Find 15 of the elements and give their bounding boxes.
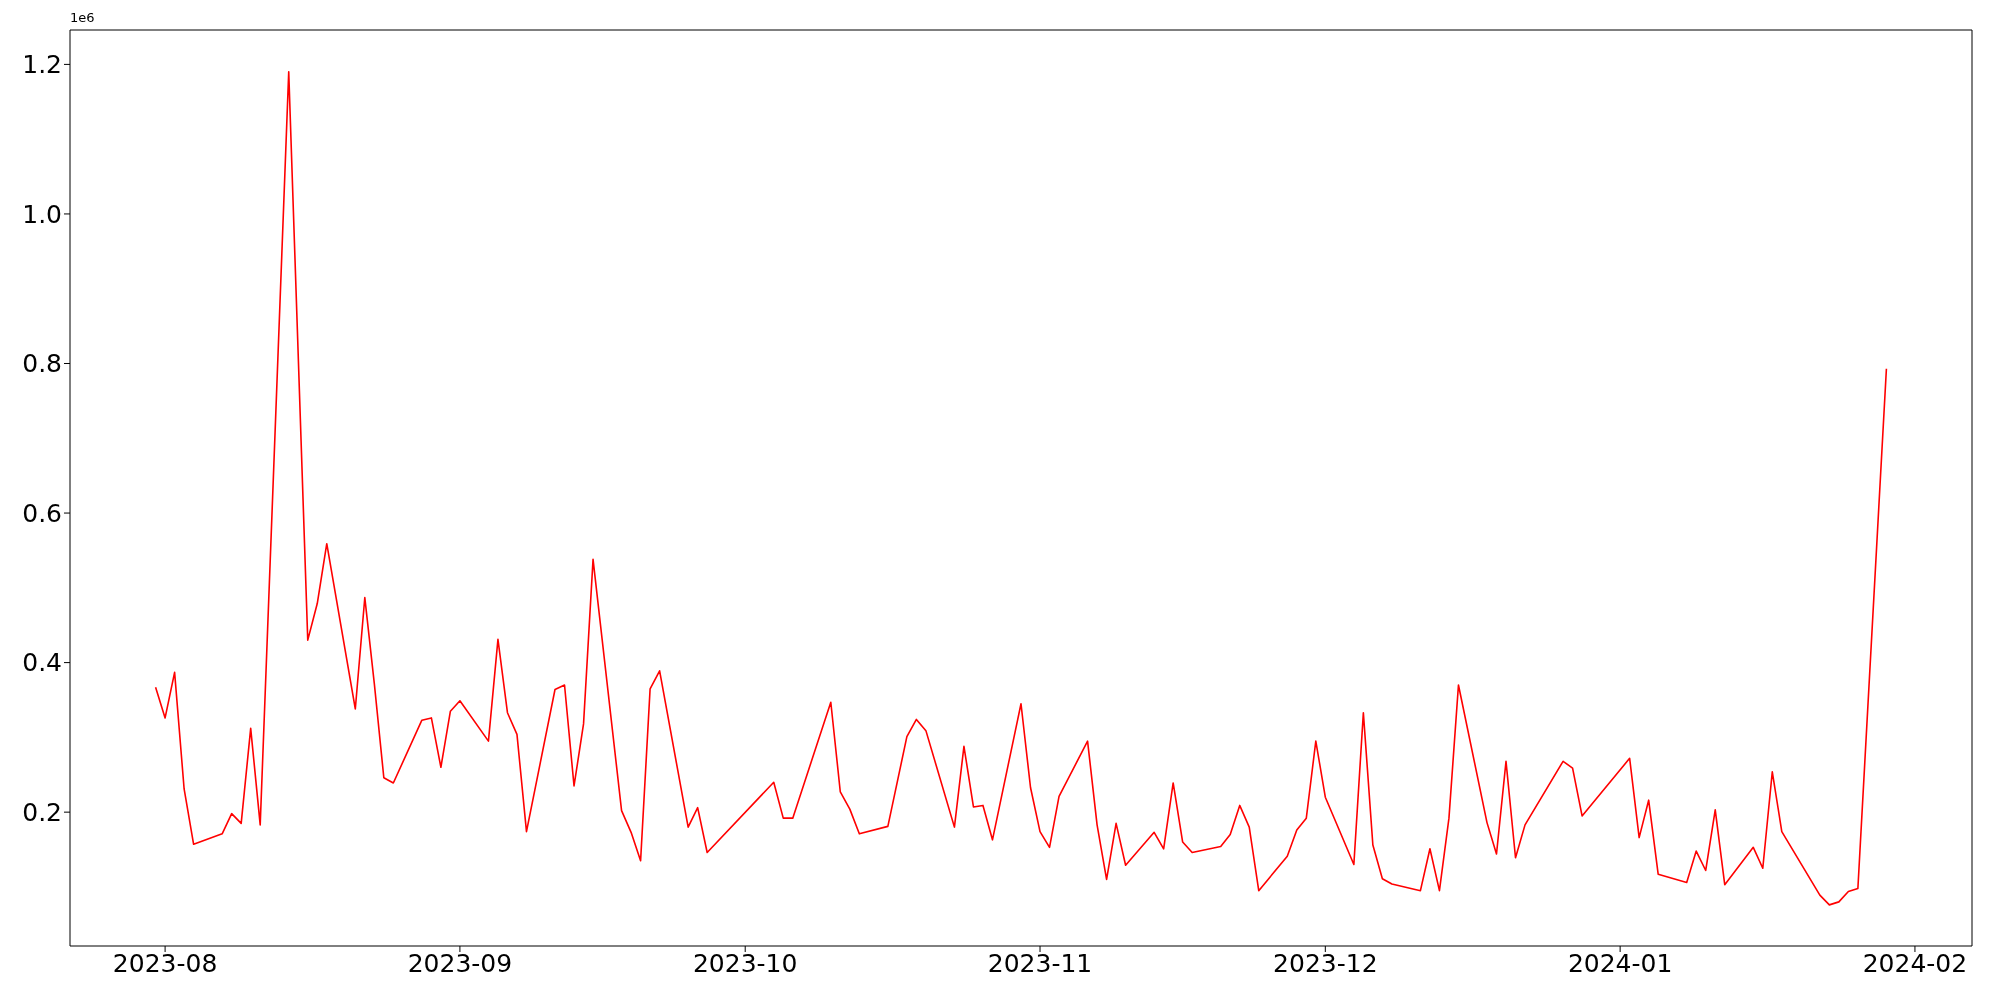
y-tick-label: 0.2: [22, 798, 62, 828]
y-tick-label: 0.4: [22, 648, 62, 678]
text: 1e6: [70, 10, 95, 25]
x-tick-label: 2024-01: [1567, 948, 1673, 978]
x-tick-label: 2023-12: [1273, 948, 1378, 978]
x-tick-label: 2023-10: [692, 948, 798, 978]
y-tick-label: 0.8: [22, 349, 62, 379]
y-tick-label: 1.2: [22, 50, 62, 80]
x-tick-label: 2023-08: [112, 948, 218, 978]
x-tick-label: 2023-09: [407, 948, 513, 978]
line-series: [154, 71, 1888, 906]
x-tick-label: 2024-02: [1862, 948, 1968, 978]
x-tick-label: 2023-11: [987, 948, 1093, 978]
y-tick-label: 1.0: [22, 199, 62, 229]
y-tick-label: 0.6: [22, 498, 62, 528]
